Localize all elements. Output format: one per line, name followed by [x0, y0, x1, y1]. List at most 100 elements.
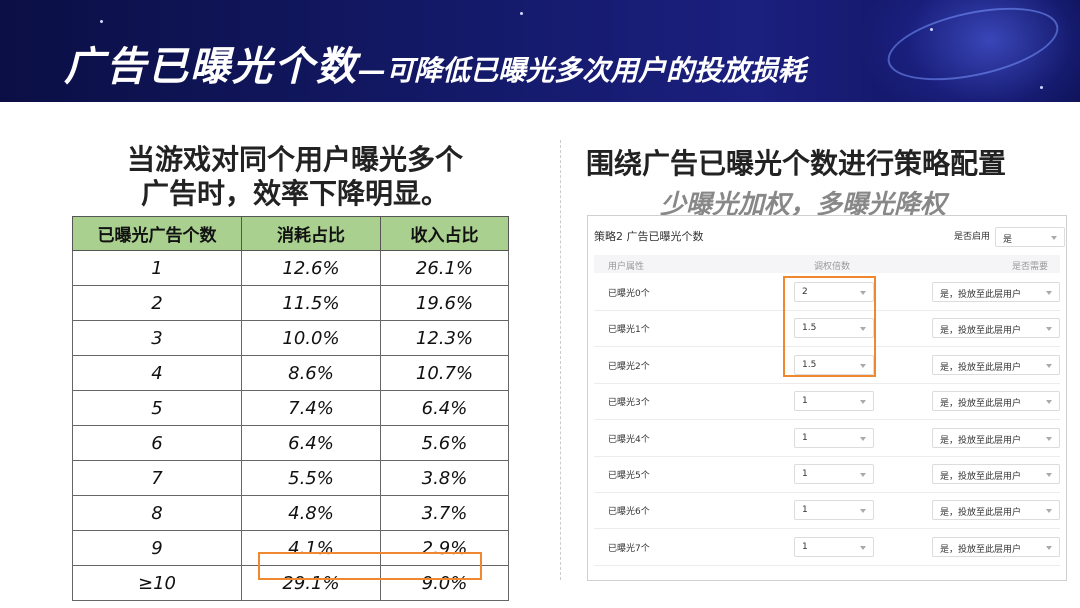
- multiplier-select[interactable]: 1.5: [794, 354, 874, 375]
- need-select[interactable]: 是，投放至此层用户: [932, 354, 1060, 375]
- config-row: 已曝光4个 1 是，投放至此层用户: [594, 420, 1060, 457]
- chevron-down-icon: [1046, 363, 1052, 368]
- config-row: 已曝光3个 1 是，投放至此层用户: [594, 383, 1060, 421]
- table-cell: 4: [72, 355, 242, 391]
- page-title-main: 广告已曝光个数: [64, 44, 358, 90]
- left-heading-line1: 当游戏对同个用户曝光多个: [126, 143, 463, 176]
- table-cell: 4.8%: [241, 495, 381, 531]
- table-cell: 1: [72, 250, 242, 286]
- multiplier-select[interactable]: 1: [794, 427, 874, 448]
- table-row: 8 4.8% 3.7%: [72, 495, 509, 531]
- table-row: 5 7.4% 6.4%: [72, 390, 509, 426]
- need-select[interactable]: 是，投放至此层用户: [932, 500, 1060, 521]
- chevron-down-icon: [1046, 327, 1052, 332]
- multiplier-select[interactable]: 1: [794, 391, 874, 412]
- exposure-efficiency-table: 已曝光广告个数 消耗占比 收入占比 1 12.6% 26.1% 2 11.5% 19.6%…: [72, 216, 509, 601]
- table-cell: 3: [72, 320, 242, 356]
- chevron-down-icon: [1046, 545, 1052, 550]
- table-cell: 10.0%: [241, 320, 381, 356]
- chevron-down-icon: [860, 509, 866, 514]
- page-title: 广告已曝光个数—可降低已曝光多次用户的投放损耗: [64, 34, 806, 92]
- table-cell: 5.6%: [380, 425, 509, 461]
- chevron-down-icon: [860, 400, 866, 405]
- user-attribute-label: 已曝光7个: [608, 543, 650, 554]
- panel-title: 策略2 广告已曝光个数: [594, 230, 704, 243]
- table-cell: 7.4%: [241, 390, 381, 426]
- table-cell: 10.7%: [380, 355, 509, 391]
- multiplier-select[interactable]: 1: [794, 464, 874, 484]
- multiplier-value: 1: [802, 432, 808, 443]
- table-row: 2 11.5% 19.6%: [72, 285, 509, 321]
- table-cell: 6.4%: [380, 390, 509, 426]
- multiplier-value: 1.5: [802, 359, 817, 370]
- table-cell: 3.7%: [380, 495, 509, 531]
- table-cell: 6.4%: [241, 425, 381, 461]
- star-decoration: [100, 20, 103, 23]
- need-select[interactable]: 是，投放至此层用户: [932, 427, 1060, 448]
- table-row: 9 4.1% 2.9%: [72, 530, 509, 566]
- user-attribute-label: 已曝光2个: [608, 361, 650, 372]
- enable-select[interactable]: 是: [995, 227, 1065, 247]
- user-attribute-label: 已曝光6个: [608, 507, 650, 518]
- need-value: 是，投放至此层用户: [940, 399, 1022, 410]
- config-row: 已曝光1个 1.5 是，投放至此层用户: [594, 310, 1060, 348]
- multiplier-select[interactable]: 2: [794, 282, 874, 302]
- need-select[interactable]: 是，投放至此层用户: [932, 536, 1060, 557]
- need-value: 是，投放至此层用户: [940, 435, 1022, 446]
- need-value: 是，投放至此层用户: [940, 544, 1022, 555]
- table-row: 6 6.4% 5.6%: [72, 425, 509, 461]
- table-row: 3 10.0% 12.3%: [72, 320, 509, 356]
- column-header: 消耗占比: [241, 216, 381, 251]
- chevron-down-icon: [860, 473, 866, 477]
- chevron-down-icon: [1046, 400, 1052, 405]
- strategy-config-panel: 策略2 广告已曝光个数 是否启用 是 用户属性 调权倍数 是否需要 已曝光0个 2…: [587, 215, 1067, 581]
- multiplier-value: 2: [802, 287, 808, 297]
- multiplier-value: 1: [802, 469, 808, 479]
- column-header: 已曝光广告个数: [72, 216, 242, 251]
- table-cell: 3.8%: [380, 460, 509, 496]
- page-title-sub: —可降低已曝光多次用户的投放损耗: [358, 54, 807, 87]
- enable-label: 是否启用: [954, 232, 991, 242]
- table-cell: 8: [72, 495, 242, 531]
- multiplier-select[interactable]: 1: [794, 500, 874, 521]
- chevron-down-icon: [1046, 473, 1052, 477]
- need-value: 是，投放至此层用户: [940, 362, 1022, 373]
- need-select[interactable]: 是，投放至此层用户: [932, 318, 1060, 339]
- left-heading-line2: 广告时，效率下降明显。: [140, 177, 449, 210]
- table-cell: 2: [72, 285, 242, 321]
- chevron-down-icon: [1046, 509, 1052, 514]
- star-decoration: [930, 28, 933, 31]
- multiplier-value: 1: [802, 541, 808, 552]
- chevron-down-icon: [1051, 236, 1057, 240]
- config-row: 已曝光7个 1 是，投放至此层用户: [594, 529, 1060, 566]
- multiplier-value: 1: [802, 505, 808, 516]
- table-cell: 4.1%: [241, 530, 381, 566]
- chevron-down-icon: [860, 436, 866, 441]
- star-decoration: [1040, 86, 1043, 89]
- table-cell: 9.0%: [380, 565, 509, 601]
- user-attribute-label: 已曝光1个: [608, 325, 650, 336]
- chevron-down-icon: [1046, 436, 1052, 441]
- config-row: 已曝光5个 1 是，投放至此层用户: [594, 456, 1060, 493]
- table-cell: 29.1%: [241, 565, 381, 601]
- chevron-down-icon: [860, 545, 866, 550]
- table-cell: 9: [72, 530, 242, 566]
- section-divider: [560, 140, 561, 580]
- need-value: 是，投放至此层用户: [940, 508, 1022, 519]
- table-cell: 5: [72, 390, 242, 426]
- multiplier-select[interactable]: 1: [794, 536, 874, 557]
- multiplier-select[interactable]: 1.5: [794, 318, 874, 339]
- need-select[interactable]: 是，投放至此层用户: [932, 464, 1060, 484]
- need-select[interactable]: 是，投放至此层用户: [932, 282, 1060, 302]
- need-value: 是，投放至此层用户: [940, 472, 1022, 482]
- column-header: 收入占比: [380, 216, 509, 251]
- table-header-row: 已曝光广告个数 消耗占比 收入占比: [72, 216, 509, 251]
- user-attribute-label: 已曝光0个: [608, 289, 650, 299]
- chevron-down-icon: [1046, 291, 1052, 295]
- need-select[interactable]: 是，投放至此层用户: [932, 391, 1060, 412]
- table-cell: ≥10: [72, 565, 242, 601]
- user-attribute-label: 已曝光4个: [608, 434, 650, 445]
- config-row: 已曝光0个 2 是，投放至此层用户: [594, 274, 1060, 311]
- need-value: 是，投放至此层用户: [940, 326, 1022, 337]
- table-cell: 11.5%: [241, 285, 381, 321]
